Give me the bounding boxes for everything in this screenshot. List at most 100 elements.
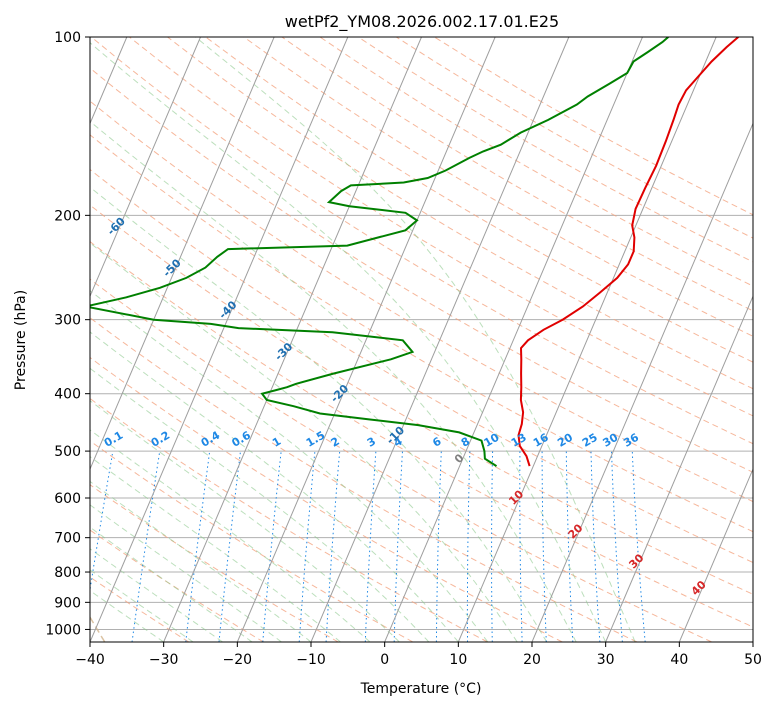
mixing-ratio-label: 0.6: [230, 429, 254, 450]
x-tick-label: −10: [296, 652, 326, 668]
y-tick-label: 600: [54, 491, 81, 507]
y-tick-label: 800: [54, 565, 81, 581]
mixing-ratio-line: [364, 451, 377, 642]
x-tick-label: 50: [744, 652, 762, 668]
mixing-ratio-label: 3: [365, 435, 378, 450]
dry-adiabat: [90, 278, 712, 642]
isotherm-label: -20: [328, 382, 351, 405]
isotherm-label: -30: [272, 340, 295, 363]
mixing-ratio-line: [466, 451, 471, 642]
isotherm-label: 30: [626, 551, 646, 571]
moist-adiabat: [90, 526, 253, 642]
moist-adiabat: [90, 589, 164, 642]
mixing-ratio-line: [435, 451, 442, 642]
isotherm-label: -80: [0, 131, 16, 154]
mixing-ratio-line: [325, 451, 341, 642]
line-labels: 0.10.20.40.611.52346810131620253036-100-…: [0, 131, 709, 598]
mixing-ratio-line: [185, 451, 211, 642]
mixing-ratio-line: [262, 451, 282, 642]
dry-adiabat: [281, 37, 753, 312]
y-axis-ticks: 100 200 300 400 500 600 700 800 900 1000: [45, 30, 90, 638]
moist-adiabat: [90, 186, 548, 642]
mixing-ratio-label: 25: [580, 431, 600, 450]
mixing-ratio-line: [541, 451, 547, 642]
dry-adiabat: [90, 397, 488, 642]
moist-adiabat: [195, 37, 636, 642]
isotherm: [90, 37, 201, 298]
y-tick-label: 1000: [45, 622, 81, 638]
skewed-isotherms: [90, 37, 753, 642]
isotherm-label: -70: [49, 173, 72, 196]
mixing-ratio-line: [90, 451, 114, 593]
pressure-grid: [90, 37, 753, 630]
dry-adiabat: [90, 529, 264, 642]
moist-adiabat: [90, 242, 518, 642]
moist-adiabat: [90, 504, 282, 642]
y-axis-title: Pressure (hPa): [13, 290, 29, 390]
dry-adiabat: [357, 37, 753, 263]
plot-area: 0.10.20.40.611.52346810131620253036-100-…: [0, 37, 753, 642]
dry-adiabat: [90, 168, 753, 564]
isotherm: [531, 122, 753, 642]
moist-adiabat: [90, 456, 341, 642]
mixing-ratio-line: [298, 451, 316, 642]
mixing-ratio-label: 1: [270, 435, 283, 450]
chart-title: wetPf2_YM08.2026.002.17.01.E25: [285, 12, 559, 32]
mixing-ratio-line: [565, 451, 574, 642]
x-tick-label: 10: [449, 652, 467, 668]
plot-frame: [89, 36, 754, 643]
x-axis-title: Temperature (°C): [360, 681, 482, 697]
profile-line: [90, 37, 669, 467]
mixing-ratio-label: 20: [555, 431, 575, 450]
moist-adiabat: [90, 120, 577, 642]
dry-adiabat: [167, 37, 753, 390]
isotherm: [163, 37, 422, 642]
y-tick-label: 300: [54, 313, 81, 329]
isotherm-label: -40: [216, 298, 239, 321]
moist-adiabat: [90, 569, 194, 642]
moist-adiabat: [90, 331, 459, 642]
y-tick-label: 200: [54, 208, 81, 224]
dry-adiabat: [90, 37, 753, 445]
dry-adiabat: [90, 440, 414, 642]
mixing-ratio-line: [590, 451, 601, 642]
isotherm: [310, 37, 570, 642]
moist-adiabats: [90, 37, 636, 642]
x-tick-label: 0: [380, 652, 389, 668]
isotherm-label: -50: [161, 256, 184, 279]
moist-adiabat: [90, 400, 400, 642]
mixing-ratio-line: [631, 451, 646, 642]
mixing-ratio-label: 13: [509, 431, 529, 450]
profile-line: [517, 37, 739, 467]
isotherm: [90, 37, 349, 642]
dry-adiabat: [243, 37, 753, 337]
moist-adiabat: [90, 548, 223, 642]
moist-adiabat: [90, 42, 607, 642]
x-tick-label: −30: [149, 652, 179, 668]
dry-adiabat: [434, 37, 753, 216]
isotherm-label: 40: [689, 578, 709, 598]
y-tick-label: 500: [54, 444, 81, 460]
isotherm: [605, 295, 753, 642]
mixing-ratio-line: [611, 451, 623, 642]
dry-adiabat: [90, 100, 753, 503]
y-tick-label: 100: [54, 30, 81, 46]
isotherm-label: -10: [384, 424, 407, 447]
isotherm: [457, 37, 717, 642]
mixing-ratio-line: [519, 451, 523, 642]
isotherm: [236, 37, 496, 642]
mixing-ratio-label: 30: [600, 431, 620, 450]
mixing-ratio-label: 10: [482, 431, 502, 450]
moist-adiabat: [90, 429, 371, 642]
x-tick-label: 40: [670, 652, 688, 668]
moist-adiabat: [90, 367, 430, 642]
dry-adiabat: [129, 37, 753, 417]
mixing-ratio-label: 6: [430, 434, 443, 449]
mixing-ratio-label: 36: [621, 431, 641, 450]
isotherm: [90, 37, 275, 471]
isotherm: [752, 640, 753, 642]
dry-adiabat: [90, 356, 563, 642]
dry-adiabat: [90, 204, 753, 595]
x-tick-label: −20: [223, 652, 253, 668]
